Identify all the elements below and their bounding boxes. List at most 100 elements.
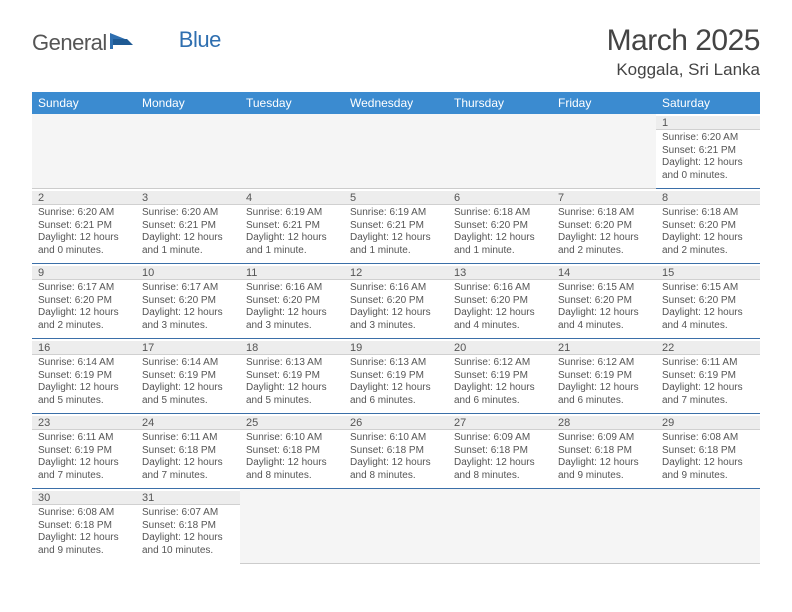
day-details: Sunrise: 6:11 AMSunset: 6:19 PMDaylight:… [38,432,130,482]
weekday-wed: Wednesday [344,92,448,114]
weekday-mon: Monday [136,92,240,114]
day-details: Sunrise: 6:19 AMSunset: 6:21 PMDaylight:… [350,207,442,257]
calendar-table: Sunday Monday Tuesday Wednesday Thursday… [32,92,760,564]
calendar-cell [240,114,344,189]
day-number: 23 [32,416,136,430]
calendar-cell: 4Sunrise: 6:19 AMSunset: 6:21 PMDaylight… [240,189,344,264]
day-details: Sunrise: 6:14 AMSunset: 6:19 PMDaylight:… [38,357,130,407]
day-details: Sunrise: 6:18 AMSunset: 6:20 PMDaylight:… [454,207,546,257]
calendar-cell [656,489,760,564]
calendar-cell: 14 Sunrise: 6:15 AMSunset: 6:20 PMDayligh… [552,264,656,339]
day-number: 2 [32,191,136,205]
day-number: 8 [656,191,760,205]
calendar-cell: 3 Sunrise: 6:20 AMSunset: 6:21 PMDaylight… [136,189,240,264]
day-details: Sunrise: 6:17 AMSunset: 6:20 PMDaylight:… [142,282,234,332]
day-number: 25 [240,416,344,430]
day-number: 31 [136,491,240,505]
calendar-cell: 17Sunrise: 6:14 AMSunset: 6:19 PMDayligh… [136,339,240,414]
day-number: 4 [240,191,344,205]
calendar-cell [344,489,448,564]
month-title: March 2025 [607,24,760,58]
logo-flag-icon [109,31,135,56]
day-number: 24 [136,416,240,430]
weekday-sat: Saturday [656,92,760,114]
calendar-cell [448,489,552,564]
day-details: Sunrise: 6:18 AMSunset: 6:20 PMDaylight:… [662,207,754,257]
calendar-cell [344,114,448,189]
calendar-cell: 30 Sunrise: 6:08 AMSunset: 6:18 PMDayligh… [32,489,136,564]
calendar-cell: 21Sunrise: 6:12 AMSunset: 6:19 PMDayligh… [552,339,656,414]
day-number: 12 [344,266,448,280]
day-details: Sunrise: 6:11 AMSunset: 6:18 PMDaylight:… [142,432,234,482]
day-number: 10 [136,266,240,280]
calendar-row: 9Sunrise: 6:17 AMSunset: 6:20 PMDaylight… [32,264,760,339]
calendar-cell: 1 Sunrise: 6:20 AMSunset: 6:21 PMDaylight… [656,114,760,189]
day-number: 18 [240,341,344,355]
day-number: 6 [448,191,552,205]
location-label: Koggala, Sri Lanka [607,60,760,80]
day-number: 28 [552,416,656,430]
day-details: Sunrise: 6:10 AMSunset: 6:18 PMDaylight:… [246,432,338,482]
day-details: Sunrise: 6:20 AMSunset: 6:21 PMDaylight:… [142,207,234,257]
calendar-cell: 12 Sunrise: 6:16 AMSunset: 6:20 PMDayligh… [344,264,448,339]
day-details: Sunrise: 6:09 AMSunset: 6:18 PMDaylight:… [558,432,650,482]
day-details: Sunrise: 6:13 AMSunset: 6:19 PMDaylight:… [350,357,442,407]
calendar-cell [552,489,656,564]
calendar-cell: 8 Sunrise: 6:18 AMSunset: 6:20 PMDaylight… [656,189,760,264]
day-details: Sunrise: 6:12 AMSunset: 6:19 PMDaylight:… [558,357,650,407]
day-number: 11 [240,266,344,280]
weekday-header-row: Sunday Monday Tuesday Wednesday Thursday… [32,92,760,114]
logo: General Blue [32,24,221,56]
calendar-cell: 13Sunrise: 6:16 AMSunset: 6:20 PMDayligh… [448,264,552,339]
day-number: 22 [656,341,760,355]
day-details: Sunrise: 6:08 AMSunset: 6:18 PMDaylight:… [662,432,754,482]
calendar-cell: 2 Sunrise: 6:20 AMSunset: 6:21 PMDaylight… [32,189,136,264]
day-number: 29 [656,416,760,430]
calendar-row: 2 Sunrise: 6:20 AMSunset: 6:21 PMDaylight… [32,189,760,264]
calendar-cell: 10 Sunrise: 6:17 AMSunset: 6:20 PMDayligh… [136,264,240,339]
day-details: Sunrise: 6:16 AMSunset: 6:20 PMDaylight:… [246,282,338,332]
calendar-cell: 7Sunrise: 6:18 AMSunset: 6:20 PMDaylight… [552,189,656,264]
logo-text-blue: Blue [179,27,221,53]
day-details: Sunrise: 6:17 AMSunset: 6:20 PMDaylight:… [38,282,130,332]
calendar-cell [240,489,344,564]
page-header: General Blue March 2025 Koggala, Sri Lan… [32,24,760,80]
calendar-cell: 22 Sunrise: 6:11 AMSunset: 6:19 PMDayligh… [656,339,760,414]
day-details: Sunrise: 6:20 AMSunset: 6:21 PMDaylight:… [662,132,754,182]
day-details: Sunrise: 6:12 AMSunset: 6:19 PMDaylight:… [454,357,546,407]
day-number: 14 [552,266,656,280]
calendar-cell: 9Sunrise: 6:17 AMSunset: 6:20 PMDaylight… [32,264,136,339]
day-number: 5 [344,191,448,205]
calendar-cell: 15Sunrise: 6:15 AMSunset: 6:20 PMDayligh… [656,264,760,339]
calendar-row: 30 Sunrise: 6:08 AMSunset: 6:18 PMDayligh… [32,489,760,564]
day-number: 3 [136,191,240,205]
weekday-sun: Sunday [32,92,136,114]
day-number: 19 [344,341,448,355]
calendar-page: General Blue March 2025 Koggala, Sri Lan… [0,0,792,574]
calendar-cell: 16Sunrise: 6:14 AMSunset: 6:19 PMDayligh… [32,339,136,414]
day-details: Sunrise: 6:09 AMSunset: 6:18 PMDaylight:… [454,432,546,482]
calendar-row: 23 Sunrise: 6:11 AMSunset: 6:19 PMDayligh… [32,414,760,489]
calendar-cell: 23 Sunrise: 6:11 AMSunset: 6:19 PMDayligh… [32,414,136,489]
calendar-cell: 11 Sunrise: 6:16 AMSunset: 6:20 PMDayligh… [240,264,344,339]
calendar-cell [448,114,552,189]
day-details: Sunrise: 6:11 AMSunset: 6:19 PMDaylight:… [662,357,754,407]
day-number: 30 [32,491,136,505]
weekday-fri: Friday [552,92,656,114]
day-number: 1 [656,116,760,130]
calendar-cell: 25 Sunrise: 6:10 AMSunset: 6:18 PMDayligh… [240,414,344,489]
day-details: Sunrise: 6:08 AMSunset: 6:18 PMDaylight:… [38,507,130,557]
day-details: Sunrise: 6:15 AMSunset: 6:20 PMDaylight:… [662,282,754,332]
calendar-cell: 26Sunrise: 6:10 AMSunset: 6:18 PMDayligh… [344,414,448,489]
day-details: Sunrise: 6:20 AMSunset: 6:21 PMDaylight:… [38,207,130,257]
calendar-cell: 29 Sunrise: 6:08 AMSunset: 6:18 PMDayligh… [656,414,760,489]
day-details: Sunrise: 6:15 AMSunset: 6:20 PMDaylight:… [558,282,650,332]
weekday-tue: Tuesday [240,92,344,114]
day-number: 27 [448,416,552,430]
weekday-thu: Thursday [448,92,552,114]
calendar-row: 16Sunrise: 6:14 AMSunset: 6:19 PMDayligh… [32,339,760,414]
calendar-cell [552,114,656,189]
calendar-cell [136,114,240,189]
day-details: Sunrise: 6:16 AMSunset: 6:20 PMDaylight:… [350,282,442,332]
calendar-cell: 31Sunrise: 6:07 AMSunset: 6:18 PMDayligh… [136,489,240,564]
